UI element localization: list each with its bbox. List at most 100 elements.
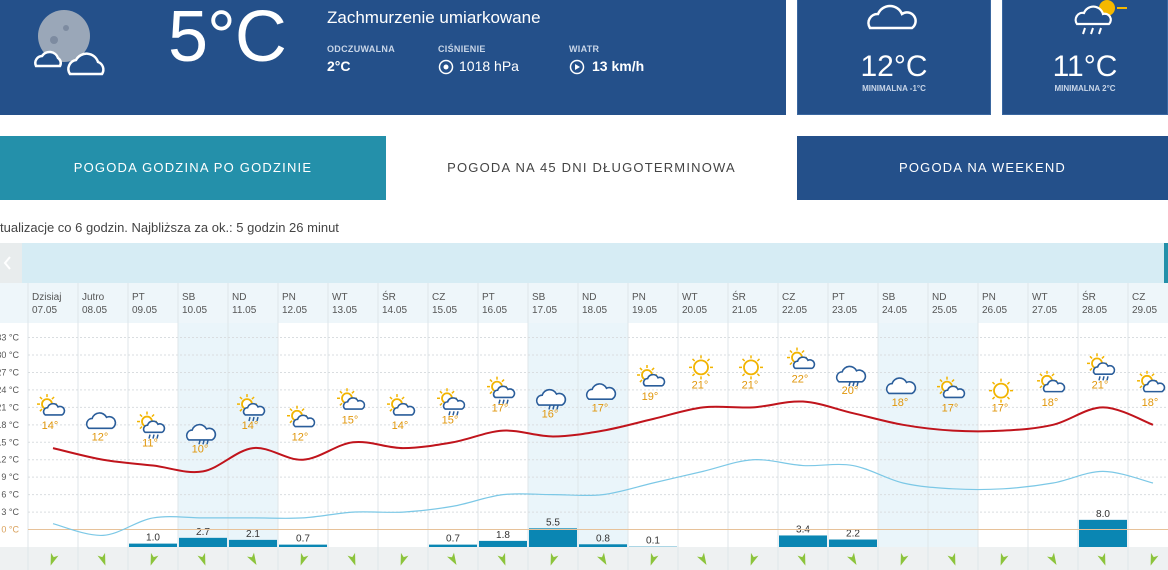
pressure-icon (438, 59, 454, 75)
wind-arrow (1000, 552, 1009, 566)
weather-icon (989, 378, 1013, 403)
date: 26.05 (982, 305, 1007, 316)
rain (152, 434, 155, 439)
weekday: PN (282, 292, 296, 303)
update-note: tualizacje co 6 godzin. Najbliższa za ok… (0, 220, 339, 235)
temp-label: 20° (842, 385, 859, 397)
weather-icon (1037, 370, 1066, 393)
weather-icon (689, 355, 713, 380)
weather-icon (835, 365, 867, 387)
rain (156, 434, 159, 439)
precip-bar (479, 540, 527, 547)
precip-label: 0.8 (596, 533, 610, 544)
weekday: PT (482, 292, 495, 303)
date: 27.05 (1032, 305, 1057, 316)
precip-label: 1.8 (496, 530, 510, 541)
tab[interactable]: POGODA NA WEEKEND (797, 136, 1168, 200)
precip-label: 0.7 (296, 534, 310, 545)
date: 22.05 (782, 305, 807, 316)
cloud (242, 402, 266, 416)
rain (506, 399, 509, 404)
card-icon (1074, 0, 1127, 35)
sun-ray (939, 391, 943, 395)
sun-ray (151, 413, 155, 418)
wind-arrow (947, 552, 956, 566)
date: 11.05 (232, 305, 257, 316)
rain (852, 381, 855, 387)
feels-value: 2°C (327, 58, 351, 74)
scroll-left[interactable] (0, 243, 22, 283)
rain (448, 411, 451, 416)
sun-ray (489, 379, 493, 383)
rain (502, 399, 505, 404)
weekday: Dzisiaj (32, 292, 61, 303)
rain (206, 440, 209, 445)
rain (848, 381, 851, 387)
temp-label: 17° (492, 403, 509, 415)
sun-ray (1139, 385, 1143, 389)
pressure-value: 1018 hPa (459, 58, 519, 74)
scroll-edge (1164, 243, 1168, 283)
sun-ray (451, 390, 455, 394)
date: 08.05 (82, 305, 107, 316)
weekend-bg (578, 323, 628, 547)
current-weather: 5°C Zachmurzenie umiarkowane ODCZUWALNA … (0, 0, 786, 115)
wind-arrow (50, 552, 59, 566)
rain (552, 405, 555, 410)
temp-label: 17° (592, 403, 609, 415)
current-temp: 5°C (168, 0, 287, 77)
forecast-card[interactable]: 11°C MINIMALNA 2°C (1002, 0, 1168, 115)
current-icon (34, 10, 105, 76)
forecast-card[interactable]: 12°C MINIMALNA -1°C (797, 0, 991, 115)
cloud (1142, 379, 1166, 393)
wind-arrow (797, 552, 806, 566)
weekday: CZ (1132, 292, 1145, 303)
precip-bar (829, 539, 877, 547)
precip-bar (529, 528, 577, 547)
y-tick-label: 9 °C (1, 472, 19, 482)
rain (1102, 376, 1105, 381)
sun (743, 359, 759, 376)
temp-label: 10° (192, 443, 209, 455)
rain (456, 411, 459, 416)
date: 09.05 (132, 305, 157, 316)
temp-label: 21° (1092, 379, 1109, 391)
y-tick-label: 24 °C (0, 385, 19, 395)
wind-arrow (550, 552, 559, 566)
wind-label: WIATR (569, 44, 600, 54)
temp-label: 17° (942, 403, 959, 415)
y-tick-label: 3 °C (1, 507, 19, 517)
cloud (642, 373, 666, 387)
precip-bar (779, 535, 827, 547)
sun-ray (756, 373, 761, 377)
date: 07.05 (32, 305, 57, 316)
y-tick-label: 15 °C (0, 437, 19, 447)
rain (498, 399, 501, 404)
weekend-bg (878, 323, 928, 547)
temp-label: 12° (292, 432, 309, 444)
weekday: ND (582, 292, 596, 303)
date: 16.05 (482, 305, 507, 316)
weather-icon (937, 376, 966, 399)
weather-icon (637, 365, 666, 387)
weather-icon (387, 394, 416, 416)
weekday: PN (982, 292, 996, 303)
temp-label: 21° (692, 379, 709, 391)
weather-icon (1137, 370, 1166, 393)
temp-line (52, 400, 1154, 474)
wind-arrow (400, 552, 409, 566)
cloud (942, 385, 966, 399)
cloud (835, 365, 867, 383)
sun-ray (1051, 373, 1055, 377)
wind-arrow (1097, 552, 1106, 566)
wind-arrow (697, 552, 707, 566)
tab-active[interactable]: POGODA NA 45 DNI DŁUGOTERMINOWA (397, 136, 786, 200)
tab[interactable]: POGODA GODZINA PO GODZINIE (0, 136, 386, 200)
sun-ray (139, 413, 143, 418)
wind-arrow (597, 552, 607, 566)
rain (148, 434, 151, 439)
wind-arrow (497, 552, 506, 566)
rain (548, 405, 551, 410)
temp-label: 15° (442, 414, 459, 426)
wind-arrow (247, 552, 257, 566)
